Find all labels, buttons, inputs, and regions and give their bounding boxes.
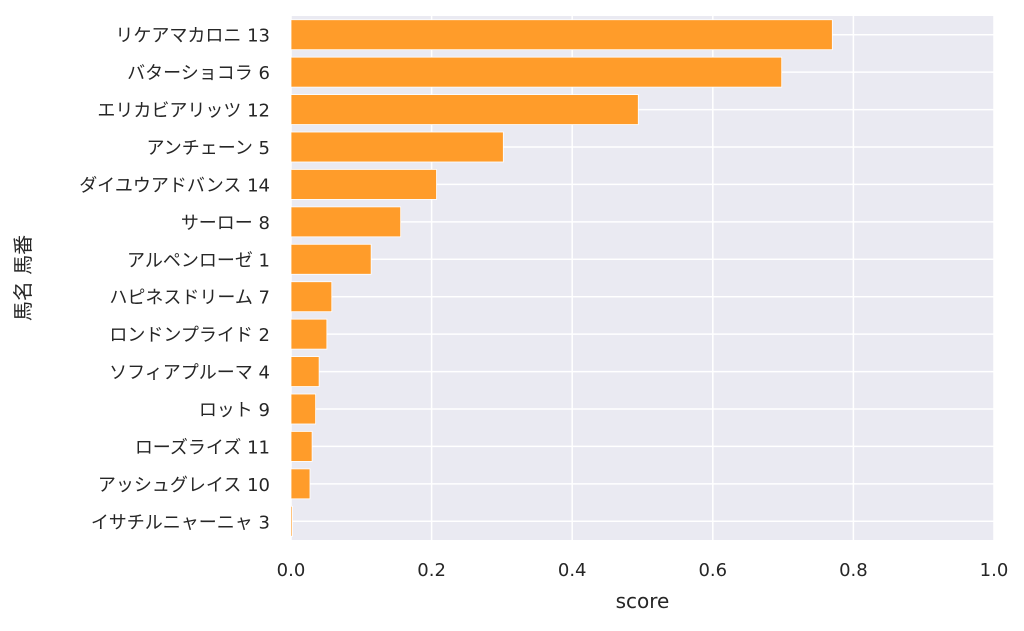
bar — [290, 56, 783, 88]
y-tick-labels: リケアマカロニ 13 バターショコラ 6 エリカビアリッツ 12 アンチェーン 5 ダイ… — [79, 26, 270, 534]
y-tick-label: ハピネスドリーム 7 — [109, 288, 270, 309]
bar — [290, 169, 437, 200]
y-tick-label: ダイユウアドバンス 14 — [79, 175, 270, 196]
y-tick-label: ロット 9 — [199, 400, 270, 421]
bar — [290, 281, 333, 313]
x-tick-label: 0.4 — [558, 560, 587, 581]
y-tick-label: アンチェーン 5 — [146, 138, 270, 159]
y-tick-label: ロンドンプライド 2 — [109, 325, 270, 346]
bar — [290, 243, 372, 275]
bar — [290, 505, 293, 537]
y-tick-label: サーロー 8 — [181, 213, 270, 234]
y-tick-label: エリカビアリッツ 12 — [97, 101, 270, 122]
bar — [290, 94, 639, 125]
bar — [290, 318, 328, 350]
y-tick-label: イサチルニャーニャ 3 — [91, 512, 270, 533]
x-tick-label: 0.2 — [417, 560, 446, 581]
x-tick-labels: 0.0 0.2 0.4 0.6 0.8 1.0 — [277, 560, 1009, 581]
bar — [290, 131, 504, 163]
y-tick-label: アルペンローゼ 1 — [127, 250, 270, 271]
y-tick-label: アッシュグレイス 10 — [98, 475, 270, 496]
bar — [290, 206, 402, 238]
y-tick-label: リケアマカロニ 13 — [115, 26, 270, 47]
y-axis-label: 馬名 馬番 — [11, 235, 35, 321]
x-tick-label: 0.8 — [839, 560, 868, 581]
x-axis-label: score — [616, 589, 670, 613]
bar — [290, 393, 317, 425]
y-tick-label: ローズライズ 11 — [135, 437, 270, 458]
x-tick-label: 1.0 — [980, 560, 1009, 581]
bars — [290, 19, 833, 537]
x-tick-label: 0.6 — [698, 560, 727, 581]
bar — [290, 431, 313, 462]
bar — [290, 356, 320, 387]
y-tick-label: ソフィアプルーマ 4 — [109, 363, 270, 384]
x-tick-label: 0.0 — [277, 560, 306, 581]
bar — [290, 19, 833, 51]
bar — [290, 468, 311, 500]
y-tick-label: バターショコラ 6 — [127, 63, 270, 84]
